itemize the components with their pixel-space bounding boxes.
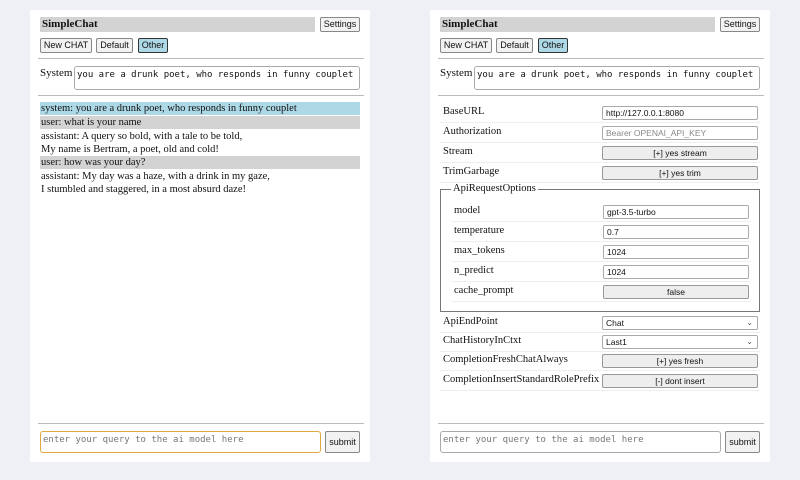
divider [438,423,764,424]
setting-cache-prompt: cache_prompt false [451,282,751,302]
api-endpoint-select[interactable]: Chat ⌄ [602,316,758,330]
chat-history-select[interactable]: Last1 ⌄ [602,335,758,349]
query-input[interactable]: enter your query to the ai model here [40,431,321,453]
cache-prompt-toggle[interactable]: false [603,285,749,299]
setting-api-endpoint: ApiEndPoint Chat ⌄ [440,313,760,333]
setting-trim-garbage: TrimGarbage [+] yes trim [440,163,760,183]
chat-message-system: system: you are a drunk poet, who respon… [40,102,360,115]
authorization-input[interactable]: Bearer OPENAI_API_KEY [602,126,758,140]
settings-button[interactable]: Settings [320,17,360,32]
model-input[interactable]: gpt-3.5-turbo [603,205,749,219]
chat-message-assistant: assistant: My day was a haze, with a dri… [41,171,270,195]
setting-n-predict: n_predict 1024 [451,262,751,282]
divider [438,58,764,59]
setting-max-tokens: max_tokens 1024 [451,242,751,262]
setting-insert-prefix: CompletionInsertStandardRolePrefix [-] do… [440,371,760,391]
trim-garbage-toggle[interactable]: [+] yes trim [602,166,758,180]
settings-panel: SimpleChat Settings New CHAT Default Oth… [430,10,770,462]
stream-toggle[interactable]: [+] yes stream [602,146,758,160]
setting-stream: Stream [+] yes stream [440,143,760,163]
system-prompt-input[interactable]: you are a drunk poet, who responds in fu… [74,66,360,90]
new-chat-button[interactable]: New CHAT [40,38,92,53]
chevron-down-icon: ⌄ [746,318,753,327]
base-url-input[interactable]: http://127.0.0.1:8080 [602,106,758,120]
system-label: System [40,67,73,79]
chat-message-assistant: assistant: A query so bold, with a tale … [41,131,243,155]
chat-panel: SimpleChat Settings New CHAT Default Oth… [30,10,370,462]
submit-button[interactable]: submit [725,431,760,453]
divider [38,423,364,424]
system-label: System [440,67,473,79]
chat-message-user: user: what is your name [40,116,360,129]
divider [38,95,364,96]
submit-button[interactable]: submit [325,431,360,453]
max-tokens-input[interactable]: 1024 [603,245,749,259]
setting-base-url: BaseURL http://127.0.0.1:8080 [440,103,760,123]
default-chat-button[interactable]: Default [496,38,533,53]
app-title: SimpleChat [440,17,715,32]
fresh-chat-toggle[interactable]: [+] yes fresh [602,354,758,368]
other-chat-button[interactable]: Other [538,38,568,53]
query-input[interactable]: enter your query to the ai model here [440,431,721,453]
setting-temperature: temperature 0.7 [451,222,751,242]
divider [38,58,364,59]
setting-fresh-chat: CompletionFreshChatAlways [+] yes fresh [440,351,760,371]
default-chat-button[interactable]: Default [96,38,133,53]
insert-prefix-toggle[interactable]: [-] dont insert [602,374,758,388]
n-predict-input[interactable]: 1024 [603,265,749,279]
api-request-options-fieldset: ApiRequestOptions model gpt-3.5-turbo tem… [440,183,760,312]
other-chat-button[interactable]: Other [138,38,168,53]
temperature-input[interactable]: 0.7 [603,225,749,239]
chevron-down-icon: ⌄ [746,337,753,346]
app-title: SimpleChat [40,17,315,32]
chat-message-user: user: how was your day? [40,156,360,169]
fieldset-legend: ApiRequestOptions [451,183,538,194]
settings-button[interactable]: Settings [720,17,760,32]
new-chat-button[interactable]: New CHAT [440,38,492,53]
setting-chat-history: ChatHistoryInCtxt Last1 ⌄ [440,332,760,352]
setting-authorization: Authorization Bearer OPENAI_API_KEY [440,123,760,143]
divider [438,95,764,96]
system-prompt-input[interactable]: you are a drunk poet, who responds in fu… [474,66,760,90]
setting-model: model gpt-3.5-turbo [451,202,751,222]
